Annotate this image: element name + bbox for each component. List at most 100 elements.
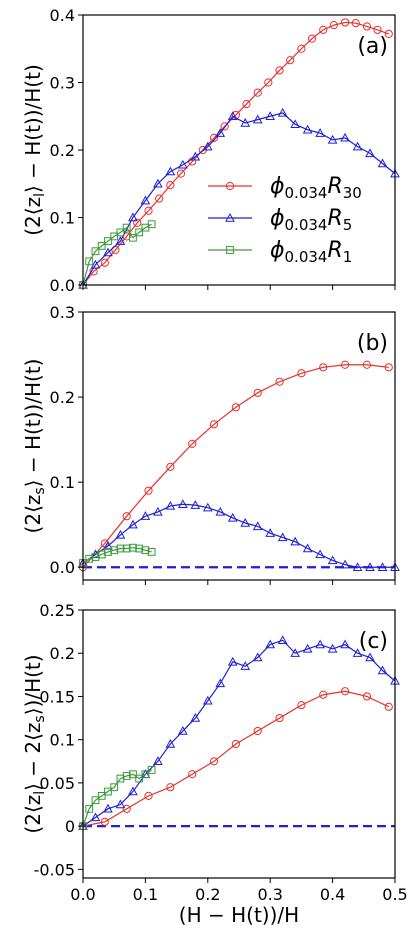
data-point-phi_R30 — [297, 700, 306, 710]
y-axis-label-subscript: s — [32, 715, 48, 722]
data-point-phi_R5 — [240, 517, 251, 527]
data-point-phi_R5 — [302, 543, 313, 553]
data-point-phi_R5 — [290, 648, 301, 657]
data-point-phi_R5 — [153, 178, 163, 188]
data-point-phi_R30 — [231, 739, 240, 749]
data-point-phi_R5 — [327, 643, 338, 653]
y-axis-label-part: ⟩ − H(t))/H(t) — [21, 359, 45, 488]
data-point-phi_R1 — [147, 548, 156, 556]
data-point-phi_R30 — [253, 88, 262, 97]
y-axis-label-subscript: s — [32, 487, 48, 494]
data-point-phi_R1 — [91, 796, 100, 805]
series-line-phi_R5 — [82, 639, 396, 827]
y-tick-label: -0.05 — [34, 860, 75, 879]
data-point-phi_R5 — [315, 639, 325, 649]
data-point-phi_R30 — [100, 817, 109, 826]
y-tick-label: 0.3 — [50, 74, 75, 93]
legend-label-subscript: 0.034 — [285, 216, 328, 234]
y-tick-label: 0.2 — [50, 388, 75, 407]
data-point-phi_R1 — [85, 804, 94, 813]
data-point-phi_R30 — [209, 133, 219, 142]
y-tick-label: 0.3 — [50, 303, 75, 322]
y-axis-label: (2⟨zl⟩ − H(t))/H(t) — [21, 64, 48, 236]
data-point-phi_R1 — [147, 220, 156, 229]
data-point-phi_R30 — [155, 194, 164, 203]
series-line-phi_R30 — [82, 690, 390, 827]
data-point-phi_R1 — [97, 241, 106, 250]
plot-frame — [82, 609, 396, 879]
series-phi_R30 — [78, 18, 393, 290]
legend-entry-phi_R1: ϕ0.034R1 — [208, 238, 352, 266]
y-axis-label-part: (2⟨z — [21, 795, 45, 834]
data-point-phi_R5 — [153, 756, 163, 765]
data-point-phi_R30 — [297, 369, 306, 378]
data-point-phi_R5 — [327, 555, 338, 565]
data-point-phi_R5 — [227, 656, 238, 666]
data-point-phi_R30 — [362, 692, 372, 701]
data-point-phi_R5 — [365, 562, 375, 571]
legend-label: ϕ0.034R1 — [270, 238, 352, 266]
data-point-phi_R30 — [340, 687, 350, 696]
data-point-phi_R1 — [122, 772, 131, 780]
data-point-phi_R5 — [340, 559, 350, 569]
data-point-phi_R30 — [275, 66, 284, 75]
series-line-phi_R30 — [82, 21, 389, 286]
data-point-phi_R5 — [365, 148, 375, 158]
x-tick-label: 0.2 — [195, 885, 220, 904]
data-point-phi_R1 — [85, 257, 94, 266]
data-point-phi_R5 — [177, 159, 188, 169]
data-point-phi_R5 — [177, 499, 188, 508]
series-phi_R5 — [78, 635, 400, 830]
data-point-phi_R5 — [90, 812, 101, 822]
y-tick-label: 0 — [65, 817, 75, 836]
data-point-phi_R30 — [231, 403, 240, 412]
data-point-phi_R5 — [115, 236, 126, 245]
data-point-phi_R1 — [122, 223, 131, 232]
data-point-phi_R1 — [129, 543, 137, 552]
data-point-phi_R5 — [202, 141, 213, 151]
data-point-phi_R1 — [104, 237, 112, 246]
y-tick-label: 0.2 — [50, 141, 75, 160]
data-point-phi_R1 — [129, 233, 137, 242]
data-point-phi_R30 — [209, 420, 219, 429]
y-tick-label: 0.2 — [50, 644, 75, 663]
data-point-phi_R1 — [110, 546, 119, 555]
y-tick-label: 0.0 — [50, 276, 75, 295]
data-point-phi_R30 — [384, 702, 393, 711]
legend-label-part: ϕ — [270, 174, 285, 199]
legend-label-subscript: 5 — [343, 216, 353, 234]
data-point-phi_R1 — [135, 774, 144, 783]
data-point-phi_R5 — [227, 111, 238, 120]
data-point-phi_R5 — [190, 713, 201, 722]
data-point-phi_R5 — [128, 519, 138, 529]
data-point-phi_R5 — [215, 128, 226, 137]
data-point-phi_R5 — [277, 107, 288, 117]
legend-label-part: R — [327, 174, 342, 199]
data-point-phi_R1 — [110, 783, 119, 792]
data-point-phi_R5 — [190, 151, 201, 161]
data-point-phi_R5 — [153, 506, 163, 516]
data-point-phi_R30 — [307, 34, 317, 43]
data-point-phi_R30 — [340, 360, 350, 369]
data-point-phi_R5 — [128, 786, 138, 796]
y-axis-label-part: (2⟨z — [21, 197, 45, 236]
data-point-phi_R5 — [177, 726, 188, 735]
data-point-phi_R5 — [115, 799, 126, 809]
series-phi_R1 — [79, 220, 156, 289]
y-tick-label: 0.05 — [39, 774, 75, 793]
data-point-phi_R5 — [90, 259, 101, 269]
data-point-phi_R30 — [319, 25, 328, 34]
chart-panel-2: 0.0 0.1 0.2 0.3 (b) (2⟨zs⟩ − H(t))/H(t) — [21, 303, 400, 585]
data-point-phi_R5 — [352, 141, 363, 151]
data-point-phi_R30 — [275, 713, 284, 723]
data-point-phi_R5 — [202, 695, 213, 705]
data-point-phi_R5 — [352, 648, 363, 657]
panel-label: (b) — [357, 331, 388, 356]
series-phi_R1 — [79, 766, 156, 831]
data-point-phi_R30 — [297, 44, 306, 53]
data-point-phi_R30 — [384, 29, 393, 39]
data-point-phi_R1 — [147, 766, 156, 774]
chart-panel-3: -0.05 0 0.05 0.1 0.15 0.2 0.25 0.0 0.1 0.2 0.3 0.4 0… — [21, 601, 408, 927]
data-point-phi_R1 — [141, 546, 150, 555]
data-point-phi_R1 — [116, 544, 125, 553]
